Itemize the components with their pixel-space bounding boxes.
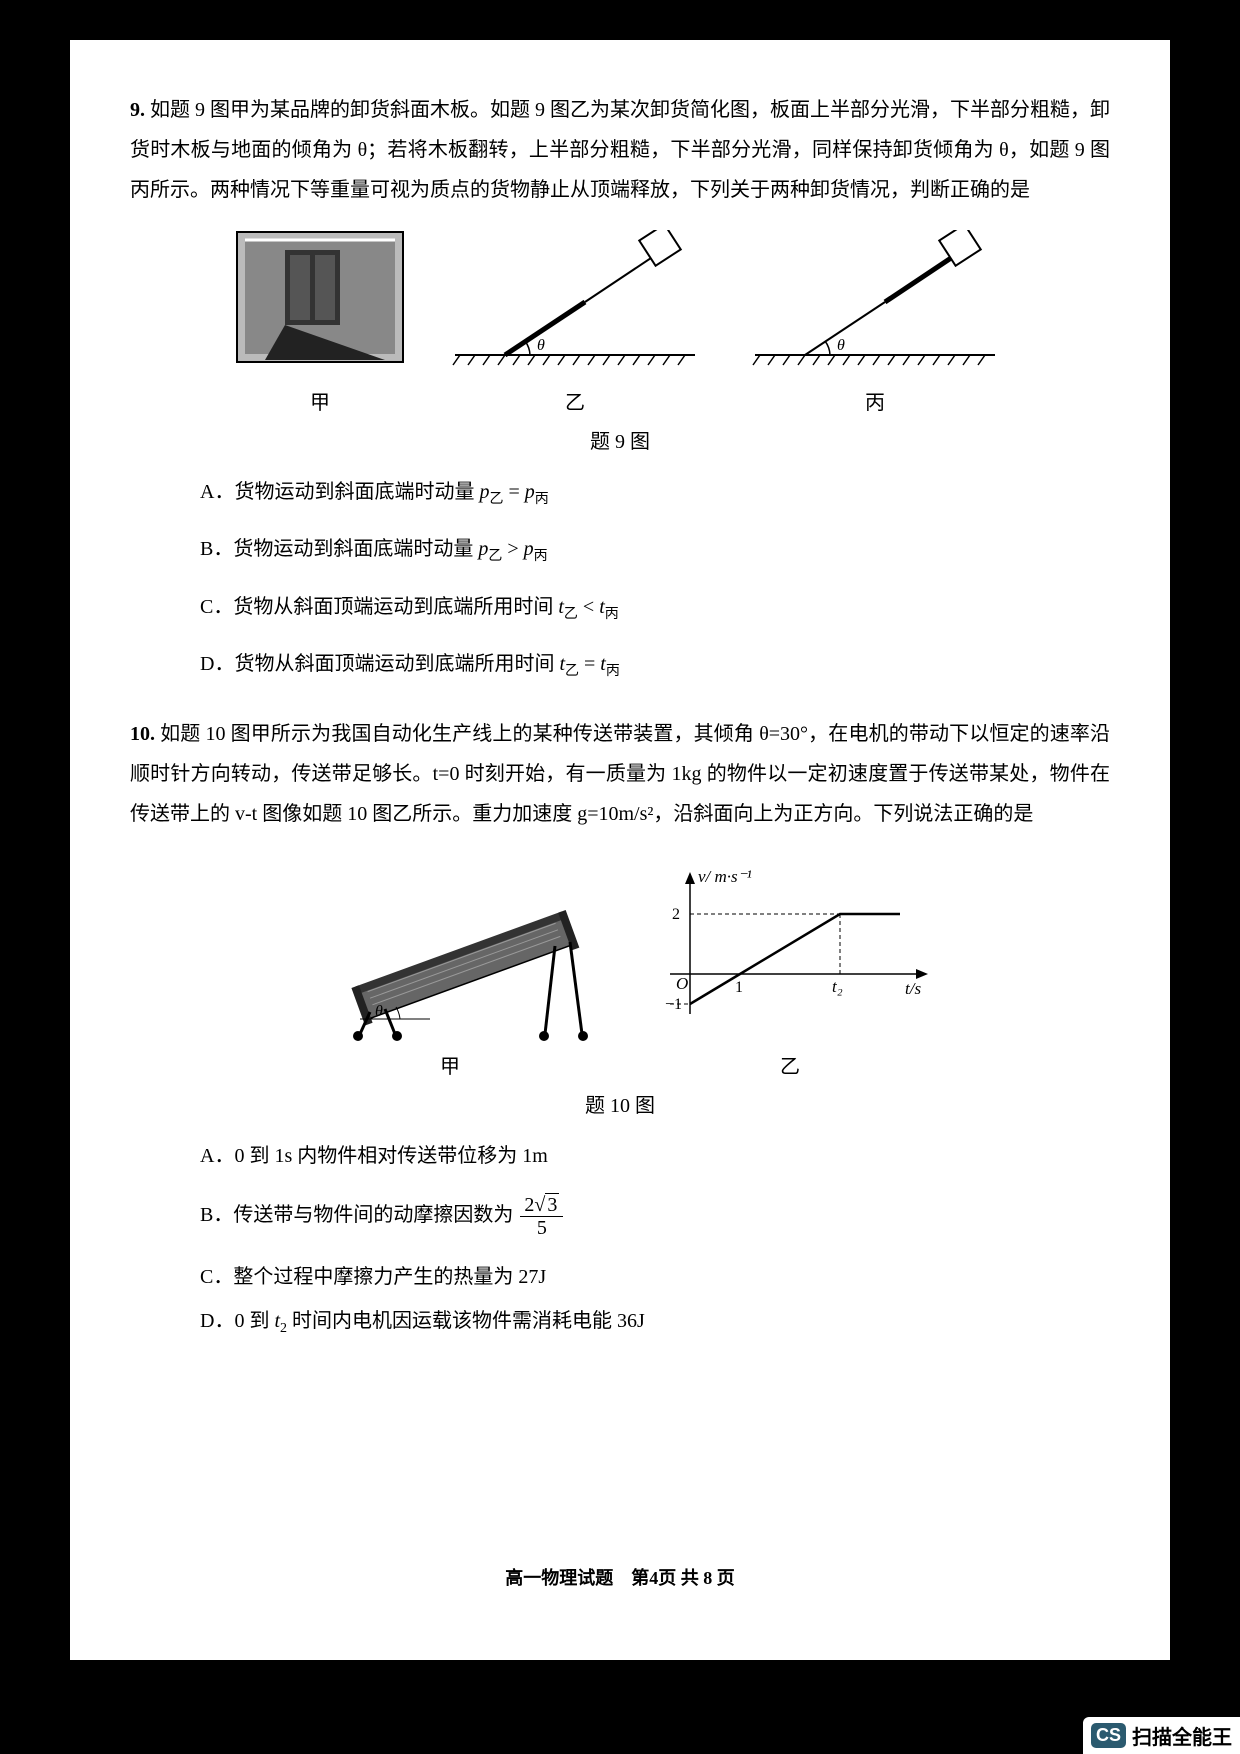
- q10-option-b: B．传送带与物件间的动摩擦因数为 23 5: [200, 1194, 1110, 1239]
- q9-angle-b: θ: [537, 337, 545, 354]
- q9-figure-row: 甲: [130, 230, 1110, 415]
- q10-number: 10.: [130, 723, 155, 745]
- q10-ytick-2: 2: [672, 906, 680, 923]
- q10-fig-b: v/ m·s⁻¹ t/s O 2 −1 1 t₂ 乙: [640, 854, 940, 1079]
- q10-xtick-1: 1: [735, 979, 743, 996]
- q9-fig-caption: 题 9 图: [130, 425, 1110, 454]
- q9-angle-c: θ: [837, 337, 845, 354]
- q10-ylabel: v/ m·s⁻¹: [698, 867, 752, 886]
- scanner-watermark: CS 扫描全能王: [1083, 1717, 1240, 1754]
- q10-option-a: A．0 到 1s 内物件相对传送带位移为 1m: [200, 1140, 1110, 1172]
- q10-text: 10. 如题 10 图甲所示为我国自动化生产线上的某种传送带装置，其倾角 θ=3…: [130, 714, 1110, 834]
- q10-fig-b-svg: v/ m·s⁻¹ t/s O 2 −1 1 t₂: [640, 854, 940, 1044]
- q9-number: 9.: [130, 99, 145, 121]
- watermark-badge: CS: [1091, 1723, 1126, 1748]
- q9-option-a: A．货物运动到斜面底端时动量 p乙 = p丙: [200, 476, 1110, 511]
- q9-fig-a-label: 甲: [235, 386, 405, 415]
- q10-fig-a-svg: θ: [300, 864, 600, 1044]
- q10-xlabel: t/s: [905, 979, 921, 998]
- q10-figure-row: θ 甲 v/ m·s⁻¹ t/s O 2 −1: [130, 854, 1110, 1079]
- question-9: 9. 如题 9 图甲为某品牌的卸货斜面木板。如题 9 图乙为某次卸货简化图，板面…: [130, 90, 1110, 684]
- q10-fig-a: θ 甲: [300, 864, 600, 1079]
- q9-fig-b: θ 乙: [445, 230, 705, 415]
- q10-fig-b-label: 乙: [640, 1050, 940, 1079]
- q9-options: A．货物运动到斜面底端时动量 p乙 = p丙 B．货物运动到斜面底端时动量 p乙…: [200, 476, 1110, 684]
- q10-option-b-fraction: 23 5: [520, 1194, 563, 1239]
- q9-fig-c: θ 丙: [745, 230, 1005, 415]
- q10-option-d: D．0 到 t2 时间内电机因运载该物件需消耗电能 36J: [200, 1305, 1110, 1340]
- q9-fig-a-svg: [235, 230, 405, 380]
- q10-fig-a-label: 甲: [300, 1050, 600, 1079]
- q9-option-c: C．货物从斜面顶端运动到底端所用时间 t乙 < t丙: [200, 591, 1110, 626]
- q9-fig-c-svg: θ: [745, 230, 1005, 380]
- exam-page: 9. 如题 9 图甲为某品牌的卸货斜面木板。如题 9 图乙为某次卸货简化图，板面…: [70, 40, 1170, 1660]
- q10-angle: θ: [375, 1003, 383, 1020]
- q9-fig-b-label: 乙: [445, 386, 705, 415]
- watermark-text: 扫描全能王: [1132, 1721, 1232, 1750]
- q10-origin: O: [676, 974, 688, 993]
- q9-body: 如题 9 图甲为某品牌的卸货斜面木板。如题 9 图乙为某次卸货简化图，板面上半部…: [130, 99, 1110, 201]
- q9-fig-c-label: 丙: [745, 386, 1005, 415]
- q10-body: 如题 10 图甲所示为我国自动化生产线上的某种传送带装置，其倾角 θ=30°，在…: [130, 723, 1110, 825]
- q9-option-b: B．货物运动到斜面底端时动量 p乙 > p丙: [200, 533, 1110, 568]
- q9-option-d: D．货物从斜面顶端运动到底端所用时间 t乙 = t丙: [200, 648, 1110, 683]
- q10-option-b-prefix: B．传送带与物件间的动摩擦因数为: [200, 1204, 513, 1226]
- q9-fig-a: 甲: [235, 230, 405, 415]
- q10-option-c: C．整个过程中摩擦力产生的热量为 27J: [200, 1261, 1110, 1293]
- page-footer: 高一物理试题 第4页 共 8 页: [70, 1564, 1170, 1590]
- q9-fig-b-svg: θ: [445, 230, 705, 380]
- q10-options: A．0 到 1s 内物件相对传送带位移为 1m B．传送带与物件间的动摩擦因数为…: [200, 1140, 1110, 1340]
- q10-xtick-t2: t₂: [832, 977, 843, 996]
- q10-fig-caption: 题 10 图: [130, 1089, 1110, 1118]
- question-10: 10. 如题 10 图甲所示为我国自动化生产线上的某种传送带装置，其倾角 θ=3…: [130, 714, 1110, 1340]
- q9-text: 9. 如题 9 图甲为某品牌的卸货斜面木板。如题 9 图乙为某次卸货简化图，板面…: [130, 90, 1110, 210]
